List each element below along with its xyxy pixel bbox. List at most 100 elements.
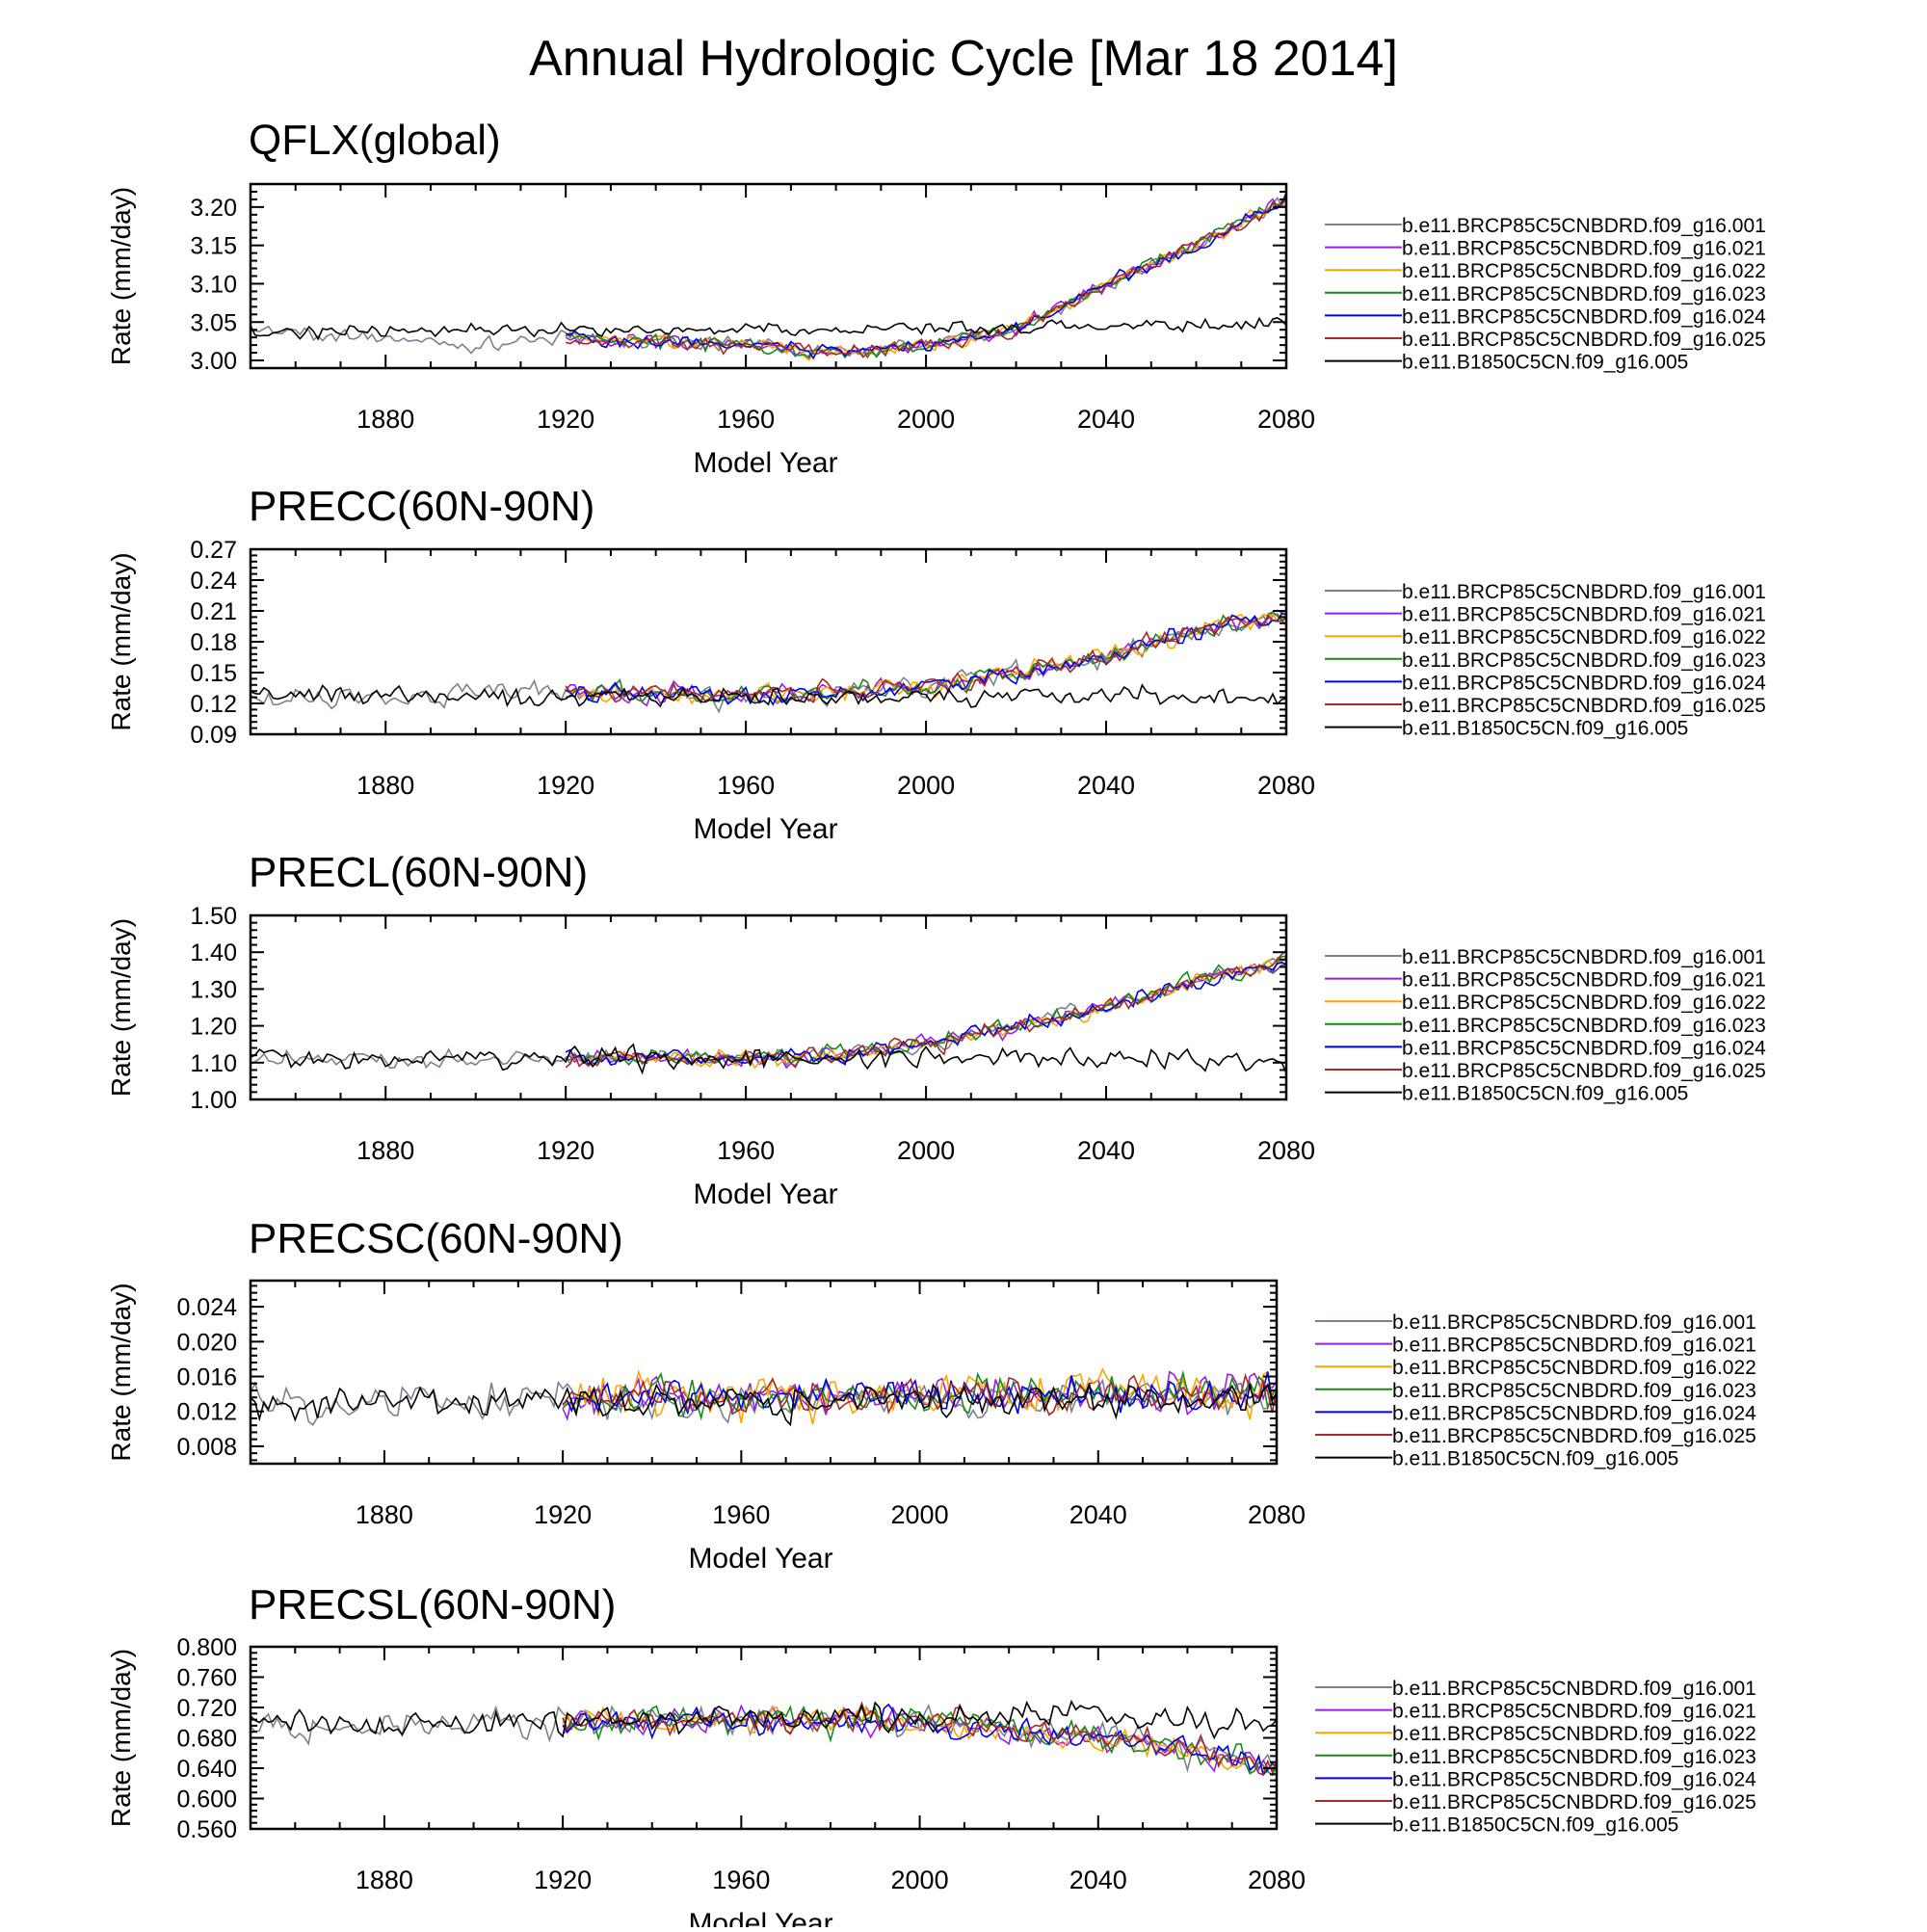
legend-label: b.e11.BRCP85C5CNBDRD.f09_g16.001	[1402, 581, 1766, 603]
x-tick-label: 2000	[897, 1136, 955, 1165]
panel-title: PRECSC(60N-90N)	[249, 1215, 623, 1262]
x-tick-label: 2040	[1077, 405, 1135, 434]
x-tick-label: 2040	[1077, 771, 1135, 800]
y-tick-label: 0.600	[176, 1786, 237, 1813]
series-group	[251, 949, 1286, 1075]
legend-label: b.e11.BRCP85C5CNBDRD.f09_g16.021	[1392, 1335, 1756, 1357]
y-tick-label: 3.15	[190, 233, 237, 260]
panel-title: PRECC(60N-90N)	[249, 483, 594, 530]
x-tick-label: 1960	[712, 1500, 770, 1529]
panel-2: PRECC(60N-90N) 1880 1920 1960 2000 2040 2080 0.…	[106, 483, 1766, 845]
series-line	[562, 1369, 1277, 1421]
series-group	[251, 1367, 1277, 1427]
y-tick-label: 0.024	[176, 1294, 237, 1321]
series-line	[566, 955, 1286, 1067]
series-line	[565, 194, 1286, 359]
series-line	[562, 1705, 1277, 1777]
legend-label: b.e11.BRCP85C5CNBDRD.f09_g16.023	[1402, 1015, 1766, 1037]
legend: b.e11.BRCP85C5CNBDRD.f09_g16.001 b.e11.BR…	[1315, 1678, 1756, 1837]
legend-label: b.e11.BRCP85C5CNBDRD.f09_g16.024	[1402, 1037, 1766, 1059]
x-tick-label: 1960	[717, 1136, 775, 1165]
series-line	[251, 683, 1286, 708]
series-line	[251, 1383, 1277, 1427]
y-tick-label: 0.008	[176, 1434, 237, 1461]
series-line	[565, 198, 1286, 357]
legend-label: b.e11.B1850C5CN.f09_g16.005	[1402, 1083, 1688, 1105]
series-line	[562, 1706, 1277, 1773]
y-tick-label: 0.12	[190, 691, 237, 718]
legend: b.e11.BRCP85C5CNBDRD.f09_g16.001b.e11.BR…	[1325, 946, 1766, 1105]
y-axis-label: Rate (mm/day)	[106, 918, 136, 1097]
series-line	[251, 197, 1286, 357]
x-tick-label: 2080	[1248, 1500, 1306, 1529]
series-line	[562, 1371, 1277, 1416]
y-tick-label: 0.640	[176, 1756, 237, 1783]
x-tick-label: 1880	[356, 771, 414, 800]
y-tick-label: 0.15	[190, 660, 237, 687]
panel-5: PRECSL(60N-90N) 1880 1920 1960 2000 2040 2080 0…	[106, 1581, 1756, 1932]
series-line	[566, 611, 1286, 703]
y-tick-label: 0.18	[190, 629, 237, 656]
y-tick-label: 3.20	[190, 195, 237, 222]
y-tick-label: 0.680	[176, 1726, 237, 1753]
legend-label: b.e11.BRCP85C5CNBDRD.f09_g16.025	[1402, 329, 1766, 351]
x-tick-label: 2080	[1257, 405, 1315, 434]
series-line	[565, 961, 1286, 1067]
legend-label: b.e11.BRCP85C5CNBDRD.f09_g16.025	[1402, 695, 1766, 717]
y-tick-label: 0.27	[190, 537, 237, 564]
x-tick-label: 1880	[356, 1500, 413, 1529]
x-tick-label: 1920	[534, 1866, 592, 1894]
legend-label: b.e11.BRCP85C5CNBDRD.f09_g16.001	[1392, 1311, 1756, 1334]
y-axis-label: Rate (mm/day)	[106, 1649, 136, 1827]
x-axis-label: Model Year	[693, 813, 837, 845]
plot-frame	[249, 913, 1288, 1101]
legend-label: b.e11.B1850C5CN.f09_g16.005	[1392, 1448, 1678, 1470]
x-tick-label: 2040	[1069, 1500, 1127, 1529]
y-tick-label: 0.012	[176, 1399, 237, 1426]
series-group	[251, 609, 1286, 714]
y-tick-label: 0.800	[176, 1634, 237, 1661]
series-group	[251, 192, 1286, 361]
legend-label: b.e11.BRCP85C5CNBDRD.f09_g16.022	[1392, 1723, 1756, 1745]
y-tick-label: 3.10	[190, 271, 237, 298]
y-tick-label: 0.760	[176, 1665, 237, 1692]
x-axis-label: Model Year	[688, 1543, 832, 1575]
x-tick-label: 2080	[1257, 1136, 1315, 1165]
y-tick-label: 1.30	[190, 976, 237, 1003]
x-tick-label: 2000	[891, 1866, 949, 1894]
series-line	[251, 1043, 1286, 1075]
legend-label: b.e11.BRCP85C5CNBDRD.f09_g16.021	[1402, 969, 1766, 992]
series-line	[251, 316, 1286, 341]
legend-label: b.e11.BRCP85C5CNBDRD.f09_g16.024	[1392, 1768, 1756, 1790]
x-tick-label: 1880	[356, 1136, 414, 1165]
legend-label: b.e11.BRCP85C5CNBDRD.f09_g16.024	[1402, 305, 1766, 328]
x-tick-label: 2000	[897, 405, 955, 434]
x-tick-label: 2040	[1069, 1866, 1127, 1894]
plot-frame	[249, 1279, 1279, 1466]
series-line	[565, 614, 1286, 703]
legend-label: b.e11.BRCP85C5CNBDRD.f09_g16.025	[1392, 1425, 1756, 1447]
legend-label: b.e11.BRCP85C5CNBDRD.f09_g16.021	[1402, 238, 1766, 260]
legend: b.e11.BRCP85C5CNBDRD.f09_g16.001b.e11.BR…	[1315, 1311, 1756, 1470]
legend-label: b.e11.BRCP85C5CNBDRD.f09_g16.025	[1402, 1060, 1766, 1082]
legend-label: b.e11.BRCP85C5CNBDRD.f09_g16.022	[1402, 626, 1766, 648]
y-axis-label: Rate (mm/day)	[106, 552, 136, 730]
x-tick-label: 1960	[717, 405, 775, 434]
legend-label: b.e11.BRCP85C5CNBDRD.f09_g16.001	[1392, 1678, 1756, 1700]
x-tick-label: 2000	[897, 771, 955, 800]
y-tick-label: 1.10	[190, 1050, 237, 1077]
y-tick-label: 1.20	[190, 1014, 237, 1041]
y-tick-label: 0.560	[176, 1816, 237, 1843]
series-line	[565, 192, 1286, 360]
plot-frame	[249, 547, 1288, 736]
legend-label: b.e11.BRCP85C5CNBDRD.f09_g16.023	[1392, 1380, 1756, 1402]
legend-label: b.e11.BRCP85C5CNBDRD.f09_g16.025	[1392, 1791, 1756, 1813]
panel-title: QFLX(global)	[249, 117, 501, 164]
y-tick-label: 0.24	[190, 568, 237, 595]
legend-label: b.e11.BRCP85C5CNBDRD.f09_g16.001	[1402, 946, 1766, 968]
y-tick-label: 0.020	[176, 1329, 237, 1356]
series-line	[562, 1701, 1277, 1776]
legend: b.e11.BRCP85C5CNBDRD.f09_g16.001 b.e11.BR…	[1325, 581, 1766, 740]
